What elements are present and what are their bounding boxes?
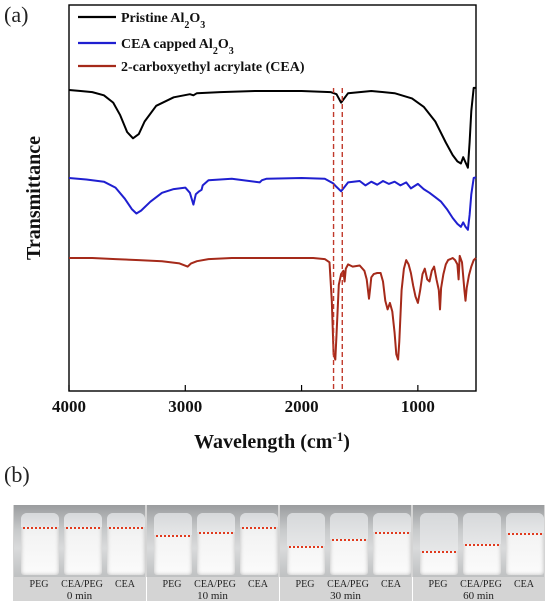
sediment-level-marker xyxy=(508,532,542,535)
vial-supernatant xyxy=(463,513,501,544)
vial-label: PEG xyxy=(295,579,315,590)
time-separator xyxy=(146,577,147,601)
sediment-level-marker xyxy=(332,539,366,542)
vial-supernatant xyxy=(154,513,192,536)
vial-supernatant xyxy=(64,513,102,527)
x-tick-label-4000: 4000 xyxy=(52,397,86,416)
vial-supernatant xyxy=(197,513,235,533)
photo-0 xyxy=(14,505,145,577)
legend-label-pristine: Pristine Al2O3 xyxy=(121,11,205,31)
vial-cea xyxy=(240,513,278,575)
vial-supernatant xyxy=(240,513,278,528)
sediment-level-marker xyxy=(23,526,57,529)
vial-cea-peg xyxy=(330,513,368,575)
vial-label: CEA xyxy=(115,579,135,590)
x-tick-label-3000: 3000 xyxy=(168,397,202,416)
vial-cea xyxy=(107,513,145,575)
time-label: 30 min xyxy=(330,590,361,602)
vial-supernatant xyxy=(287,513,325,546)
time-separator xyxy=(279,577,280,601)
vial-label: CEA xyxy=(514,579,534,590)
vial-label: PEG xyxy=(428,579,448,590)
vial-label: CEA/PEG xyxy=(194,579,236,590)
plot-frame xyxy=(68,4,477,392)
sediment-level-marker xyxy=(109,526,143,529)
vial-supernatant xyxy=(373,513,411,533)
vial-cea-peg xyxy=(197,513,235,575)
x-tick-label-1000: 1000 xyxy=(401,397,435,416)
vial-label: CEA/PEG xyxy=(61,579,103,590)
series-cea xyxy=(69,254,477,361)
vial-label: CEA xyxy=(248,579,268,590)
legend-label-cea: 2-carboxyethyl acrylate (CEA) xyxy=(121,60,305,75)
sediment-level-marker xyxy=(465,544,499,546)
vial-label: CEA/PEG xyxy=(460,579,502,590)
series-cea-capped-al2o3 xyxy=(68,176,477,231)
photo-1 xyxy=(147,505,278,577)
vial-label: CEA/PEG xyxy=(327,579,369,590)
sediment-level-marker xyxy=(289,545,323,548)
vial-peg xyxy=(420,513,458,575)
sediment-level-marker xyxy=(66,526,100,529)
vial-label: PEG xyxy=(29,579,49,590)
time-label: 60 min xyxy=(463,590,494,602)
vial-supernatant xyxy=(107,513,145,527)
panel-label-a: (a) xyxy=(4,2,29,27)
time-label: 0 min xyxy=(66,590,93,602)
x-axis-title: Wavelength (cm-1) xyxy=(194,429,350,454)
sediment-level-marker xyxy=(199,532,233,535)
vial-supernatant xyxy=(506,513,544,533)
vial-cea xyxy=(373,513,411,575)
sediment-level-marker xyxy=(375,532,409,535)
time-label: 10 min xyxy=(197,590,228,602)
panel-label-b: (b) xyxy=(4,462,30,487)
vial-cea xyxy=(506,513,544,575)
ftir-chart: 4000 3000 2000 1000 Pristine Al2O3 CEA capp… xyxy=(23,4,477,454)
time-separator xyxy=(412,577,413,601)
photo-3 xyxy=(413,505,544,577)
vial-supernatant xyxy=(21,513,59,527)
legend: Pristine Al2O3 CEA capped Al2O3 2-carbox… xyxy=(78,11,305,75)
series-layer xyxy=(68,86,477,361)
vial-peg xyxy=(21,513,59,575)
sediment-level-marker xyxy=(422,551,456,554)
vial-supernatant xyxy=(420,513,458,552)
photo-2 xyxy=(280,505,411,577)
x-axis-ticks: 4000 3000 2000 1000 xyxy=(52,385,435,416)
vial-cea-peg xyxy=(64,513,102,575)
sediment-level-marker xyxy=(242,527,276,530)
vial-supernatant xyxy=(330,513,368,540)
vial-label: CEA xyxy=(381,579,401,590)
vial-peg xyxy=(154,513,192,575)
series-pristine-al2o3 xyxy=(68,86,476,169)
y-axis-title: Transmittance xyxy=(23,136,45,260)
x-tick-label-2000: 2000 xyxy=(285,397,319,416)
vial-label: PEG xyxy=(162,579,182,590)
vial-peg xyxy=(287,513,325,575)
legend-label-cea-capped: CEA capped Al2O3 xyxy=(121,37,234,57)
sedimentation-photo-strip: PEG CEA/PEG CEA 0 min PEG CEA/PEG CEA 10 min PEG… xyxy=(13,505,545,602)
sediment-level-marker xyxy=(156,535,190,538)
